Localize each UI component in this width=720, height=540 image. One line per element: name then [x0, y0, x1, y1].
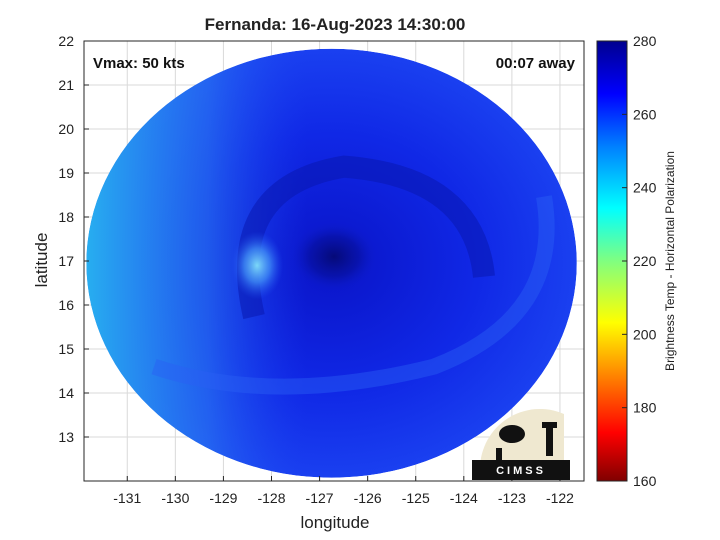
x-tick-label: -122 — [546, 490, 574, 506]
y-tick-label: 19 — [58, 165, 74, 181]
x-tick-label: -126 — [354, 490, 382, 506]
y-tick-label: 14 — [58, 385, 74, 401]
warm-patch — [231, 231, 284, 300]
colorbar-tick-label: 260 — [633, 106, 657, 122]
x-axis-ticks: -131 -130 -129 -128 -127 -126 -125 -124 -123 -122 — [113, 476, 574, 506]
brightness-temp-swath — [86, 48, 577, 478]
colorbar-tick-label: 240 — [633, 180, 657, 196]
logo-text: CIMSS — [496, 465, 546, 477]
water-tower-icon — [546, 424, 553, 456]
time-offset-annotation: 00:07 away — [496, 55, 576, 72]
x-tick-label: -124 — [450, 490, 478, 506]
y-axis-ticks: 13 14 15 16 17 18 19 20 21 22 — [58, 33, 89, 445]
vmax-annotation: Vmax: 50 kts — [93, 55, 185, 72]
plot-area — [84, 41, 584, 481]
x-tick-label: -125 — [402, 490, 430, 506]
y-tick-label: 13 — [58, 429, 74, 445]
rainband-outer — [151, 195, 555, 395]
y-tick-label: 21 — [58, 77, 74, 93]
cimss-logo: CIMSS — [472, 408, 570, 480]
colorbar-tick-label: 160 — [633, 473, 657, 489]
y-tick-label: 20 — [58, 121, 74, 137]
y-tick-label: 15 — [58, 341, 74, 357]
y-axis-label: latitude — [32, 233, 51, 288]
y-tick-label: 18 — [58, 209, 74, 225]
x-tick-label: -129 — [209, 490, 237, 506]
x-tick-label: -131 — [113, 490, 141, 506]
y-tick-label: 17 — [58, 253, 74, 269]
x-tick-label: -128 — [257, 490, 285, 506]
x-axis-label: longitude — [300, 513, 369, 532]
chart-title: Fernanda: 16-Aug-2023 14:30:00 — [205, 15, 466, 34]
colorbar-ticks: 160 180 200 220 240 260 280 — [622, 33, 657, 489]
colorbar-label: Brightness Temp - Horizontal Polarizatio… — [663, 151, 677, 371]
x-tick-label: -127 — [306, 490, 334, 506]
x-tick-label: -123 — [498, 490, 526, 506]
colorbar-tick-label: 220 — [633, 253, 657, 269]
x-tick-label: -130 — [161, 490, 189, 506]
y-tick-label: 22 — [58, 33, 74, 49]
logo-antenna-icon — [496, 448, 502, 460]
logo-banner — [472, 460, 570, 480]
satellite-dish-icon — [499, 425, 525, 443]
colorbar-tick-label: 200 — [633, 326, 657, 342]
colorbar-tick-label: 180 — [633, 400, 657, 416]
storm-center — [292, 222, 376, 291]
colorbar-tick-label: 280 — [633, 33, 657, 49]
y-tick-label: 16 — [58, 297, 74, 313]
water-tower-top-icon — [542, 422, 557, 428]
